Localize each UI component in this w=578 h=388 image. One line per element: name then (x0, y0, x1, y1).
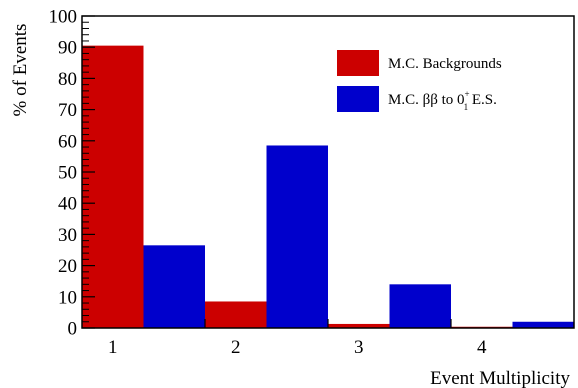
bar-series-2-1 (143, 245, 205, 328)
y-tick-label: 80 (58, 69, 77, 90)
y-tick-label: 70 (58, 100, 77, 121)
bar-series-2-2 (266, 145, 328, 328)
axis-ticks (82, 15, 452, 329)
y-tick-label: 90 (58, 38, 77, 59)
x-tick-label: 1 (108, 337, 118, 358)
legend-swatch-signal (337, 86, 379, 112)
bars-layer (82, 45, 574, 328)
y-tick-label: 60 (58, 131, 77, 152)
y-tick-label: 50 (58, 163, 77, 184)
x-tick-label: 4 (477, 337, 487, 358)
legend-signal-post: E.S. (468, 92, 497, 108)
x-tick-label: 3 (354, 337, 364, 358)
y-tick-label: 0 (68, 319, 78, 340)
y-tick-label: 30 (58, 225, 77, 246)
y-axis-label: % of Events (10, 24, 31, 117)
tick-labels: 0 10 20 30 40 50 60 70 80 90 100 1 2 3 4 (49, 7, 488, 359)
legend-swatch-backgrounds (337, 50, 379, 76)
bar-series-2-3 (389, 284, 451, 328)
bar-series-2-4 (512, 321, 574, 328)
legend-label-backgrounds: M.C. Backgrounds (388, 56, 502, 72)
y-tick-label: 100 (49, 7, 78, 28)
legend-signal-sup: + (465, 89, 470, 99)
bar-series-1-3 (328, 323, 390, 328)
x-tick-label: 2 (231, 337, 241, 358)
legend-label-signal: M.C. ββ to 0+ 1 E.S. (388, 89, 497, 112)
y-tick-label: 40 (58, 194, 77, 215)
legend: M.C. Backgrounds M.C. ββ to 0+ 1 E.S. (337, 50, 502, 112)
legend-signal-pre: M.C. ββ to 0 (388, 92, 465, 108)
bar-series-1-1 (82, 45, 144, 328)
y-tick-label: 20 (58, 256, 77, 277)
y-tick-label: 10 (58, 287, 77, 308)
bar-series-1-2 (205, 301, 267, 328)
x-axis-label: Event Multiplicity (430, 368, 570, 388)
legend-signal-sub: 1 (464, 102, 469, 112)
